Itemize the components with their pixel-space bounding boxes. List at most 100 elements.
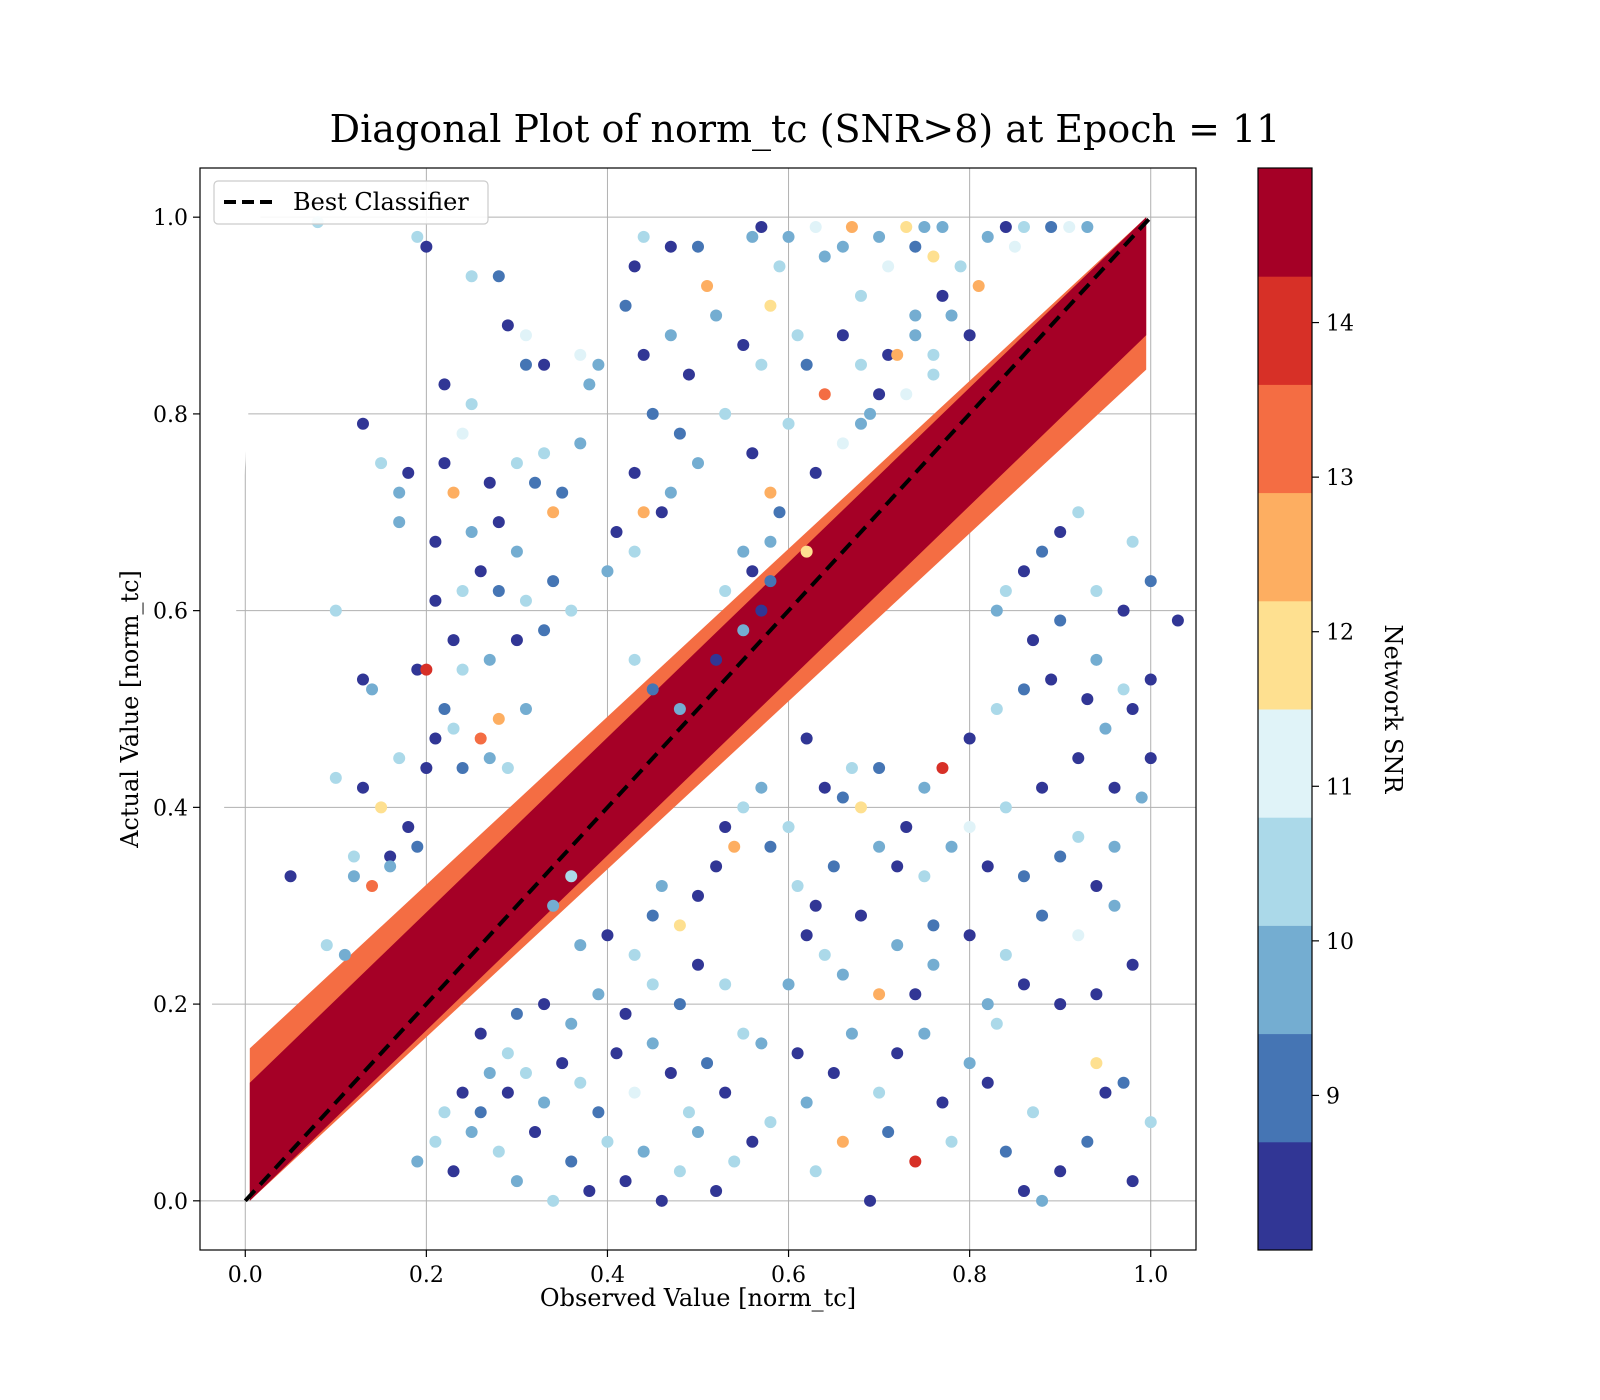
scatter-point (465, 398, 478, 411)
scatter-point (510, 1175, 523, 1188)
scatter-point (1099, 722, 1112, 735)
scatter-point (1045, 221, 1058, 234)
scatter-point (375, 801, 388, 814)
scatter-point (755, 604, 768, 617)
scatter-point (791, 880, 804, 893)
scatter-point (628, 545, 641, 558)
scatter-point (619, 299, 632, 312)
scatter-point (782, 230, 795, 243)
scatter-point (791, 329, 804, 342)
scatter-point (800, 545, 813, 558)
scatter-point (927, 919, 940, 932)
x-axis-ticks: 0.0 0.2 0.4 0.6 0.8 1.0 (228, 1250, 1168, 1288)
scatter-point (936, 762, 949, 775)
scatter-point (492, 1145, 505, 1158)
scatter-point (800, 1096, 813, 1109)
scatter-point (836, 437, 849, 450)
scatter-point (338, 948, 351, 961)
scatter-point (1017, 870, 1030, 883)
scatter-point (1017, 683, 1030, 696)
scatter-points (284, 216, 1184, 1207)
y-axis-ticks: 0.0 0.2 0.4 0.6 0.8 1.0 (153, 206, 200, 1215)
scatter-point (474, 732, 487, 745)
scatter-point (574, 437, 587, 450)
scatter-point (972, 280, 985, 293)
scatter-point (610, 1047, 623, 1060)
scatter-point (429, 732, 442, 745)
scatter-point (990, 1017, 1003, 1030)
scatter-point (999, 801, 1012, 814)
scatter-point (510, 545, 523, 558)
scatter-point (873, 988, 886, 1001)
scatter-point (456, 427, 469, 440)
colorbar-label: Network SNR (1379, 625, 1407, 795)
scatter-point (592, 358, 605, 371)
scatter-point (764, 299, 777, 312)
scatter-point (773, 260, 786, 273)
scatter-point (1090, 1057, 1103, 1070)
scatter-point (710, 860, 723, 873)
scatter-point (1081, 221, 1094, 234)
scatter-point (719, 584, 732, 597)
y-tick-label: 0.0 (153, 1190, 188, 1215)
scatter-point (1036, 545, 1049, 558)
scatter-point (474, 565, 487, 578)
scatter-point (375, 457, 388, 470)
scatter-point (909, 329, 922, 342)
scatter-point (655, 1194, 668, 1207)
scatter-point (737, 545, 750, 558)
scatter-point (1090, 880, 1103, 893)
scatter-point (891, 1047, 904, 1060)
scatter-point (836, 968, 849, 981)
scatter-point (999, 1145, 1012, 1158)
scatter-point (637, 348, 650, 361)
scatter-point (492, 712, 505, 725)
scatter-point (547, 575, 560, 588)
scatter-point (710, 309, 723, 322)
scatter-point (664, 329, 677, 342)
scatter-point (438, 457, 451, 470)
scatter-point (547, 899, 560, 912)
colorbar-segment (1258, 276, 1312, 385)
scatter-point (583, 378, 596, 391)
scatter-point (574, 939, 587, 952)
scatter-point (1144, 1116, 1157, 1129)
scatter-point (510, 634, 523, 647)
scatter-point (538, 998, 551, 1011)
scatter-point (692, 240, 704, 253)
scatter-point (1117, 604, 1130, 617)
scatter-point (1099, 1086, 1112, 1099)
scatter-point (1126, 535, 1139, 548)
scatter-point (366, 683, 379, 696)
scatter-point (1027, 1106, 1040, 1119)
scatter-point (474, 1027, 487, 1040)
scatter-point (1054, 1165, 1067, 1178)
scatter-point (692, 1125, 704, 1138)
scatter-point (1126, 1175, 1139, 1188)
scatter-point (791, 1047, 804, 1060)
scatter-point (646, 683, 659, 696)
scatter-point (565, 604, 578, 617)
scatter-point (836, 1135, 849, 1148)
scatter-point (827, 860, 840, 873)
scatter-point (710, 653, 723, 666)
scatter-point (519, 358, 532, 371)
scatter-point (728, 1155, 741, 1168)
scatter-point (1036, 781, 1049, 794)
scatter-point (519, 703, 532, 715)
scatter-point (637, 230, 650, 243)
scatter-point (1008, 240, 1021, 253)
scatter-point (936, 221, 949, 234)
scatter-point (990, 703, 1003, 715)
scatter-point (873, 230, 886, 243)
scatter-point (800, 358, 813, 371)
x-axis-label: Observed Value [norm_tc] (540, 1284, 856, 1312)
scatter-point (284, 870, 297, 883)
scatter-point (565, 870, 578, 883)
scatter-point (601, 1135, 614, 1148)
scatter-point (728, 840, 741, 853)
scatter-point (1090, 988, 1103, 1001)
scatter-point (628, 948, 641, 961)
chart-title: Diagonal Plot of norm_tc (SNR>8) at Epoc… (330, 107, 1281, 152)
scatter-point (755, 1037, 768, 1050)
